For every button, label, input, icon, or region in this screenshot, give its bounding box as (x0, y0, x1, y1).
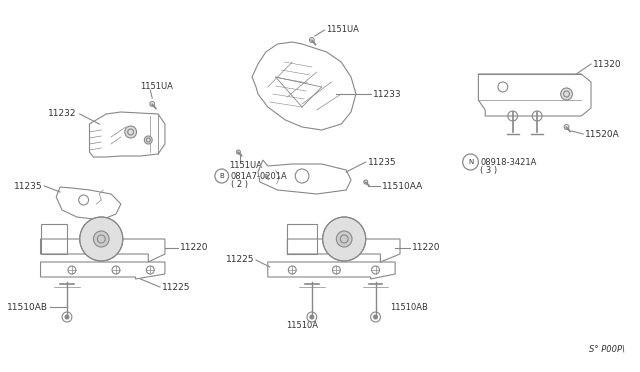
Text: 11235: 11235 (368, 157, 396, 167)
Text: 1151UA: 1151UA (140, 81, 173, 90)
Text: 11510A: 11510A (286, 321, 318, 330)
Circle shape (337, 231, 352, 247)
Circle shape (310, 315, 314, 319)
Text: 1151UA: 1151UA (228, 160, 262, 170)
Text: B: B (220, 173, 224, 179)
Text: 1151UA: 1151UA (326, 25, 360, 33)
Text: 11232: 11232 (48, 109, 77, 118)
Text: 11225: 11225 (162, 282, 191, 292)
Text: S° P00P\: S° P00P\ (589, 345, 625, 354)
Text: 11220: 11220 (180, 244, 208, 253)
Circle shape (561, 88, 572, 100)
Text: 11510AB: 11510AB (390, 302, 428, 311)
Text: 081A7-0201A: 081A7-0201A (230, 171, 287, 180)
Text: 11510AB: 11510AB (8, 302, 49, 311)
Circle shape (93, 231, 109, 247)
Text: N: N (468, 159, 473, 165)
Circle shape (374, 315, 378, 319)
Text: 11233: 11233 (372, 90, 401, 99)
Text: 08918-3421A: 08918-3421A (481, 157, 537, 167)
Text: 11220: 11220 (412, 244, 440, 253)
Text: 11510AA: 11510AA (382, 182, 424, 190)
Text: 11235: 11235 (14, 182, 42, 190)
Text: 11520A: 11520A (585, 129, 620, 138)
Text: ( 2 ): ( 2 ) (230, 180, 248, 189)
Circle shape (323, 217, 365, 261)
Text: 11320: 11320 (593, 60, 621, 68)
Circle shape (125, 126, 136, 138)
Text: ( 3 ): ( 3 ) (481, 166, 497, 174)
Circle shape (65, 315, 69, 319)
Circle shape (145, 136, 152, 144)
Text: 11225: 11225 (225, 256, 254, 264)
Circle shape (80, 217, 123, 261)
